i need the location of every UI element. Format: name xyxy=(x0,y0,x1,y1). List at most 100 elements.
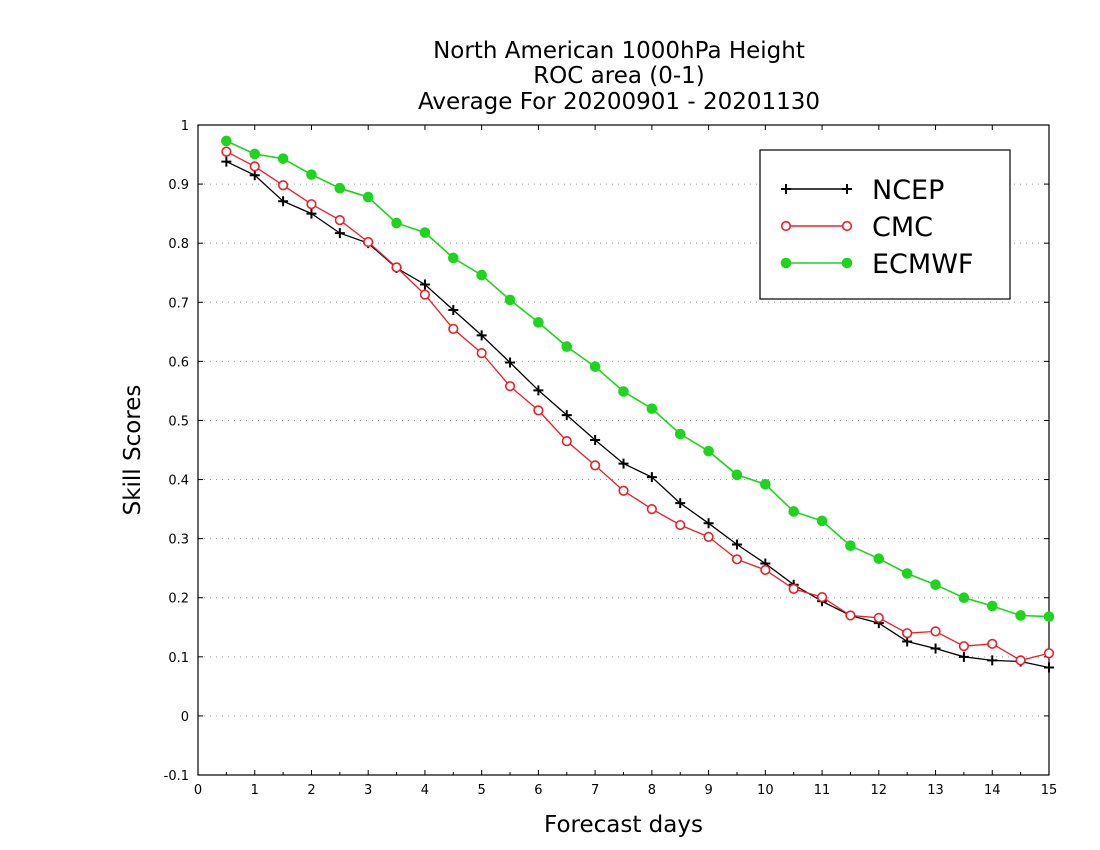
x-tick-label: 4 xyxy=(421,783,429,798)
x-axis: 0 1 2 3 4 5 6 7 8 9 10 11 12 13 14 15 xyxy=(194,125,1057,798)
data-point-ncep xyxy=(675,498,686,509)
data-point-ecmwf xyxy=(646,403,658,414)
data-point-ecmwf xyxy=(476,269,487,281)
data-point-cmc xyxy=(902,628,913,639)
data-point-ncep xyxy=(448,304,459,315)
x-tick-label: 10 xyxy=(757,783,774,798)
data-point-ecmwf xyxy=(873,553,885,565)
data-point-ncep xyxy=(1044,662,1054,673)
y-axis: -0.1 0 0.1 0.2 0.3 0.4 0.5 0.6 0.7 0.8 0.9 1 xyxy=(164,119,1049,784)
x-tick-label: 0 xyxy=(194,783,202,798)
data-point-cmc xyxy=(930,626,941,637)
data-point-cmc xyxy=(334,215,345,226)
data-point-cmc xyxy=(590,460,601,471)
x-tick-label: 12 xyxy=(871,783,888,798)
series-cmc xyxy=(221,146,1055,666)
data-point-cmc xyxy=(391,262,402,273)
legend-item-ecmwf: ECMWF xyxy=(780,249,973,280)
legend: NCEP CMC ECMWF xyxy=(759,149,1011,300)
chart-title-line: ROC area (0-1) xyxy=(533,63,705,89)
data-point-ecmwf xyxy=(1043,611,1055,622)
x-tick-label: 5 xyxy=(478,783,486,798)
x-tick-label: 14 xyxy=(984,783,1001,798)
data-point-cmc xyxy=(504,381,516,392)
data-point-ecmwf xyxy=(419,227,431,238)
data-point-cmc xyxy=(278,180,289,191)
y-tick-label: 0.7 xyxy=(168,296,189,311)
data-point-ncep xyxy=(476,330,487,341)
data-point-ecmwf xyxy=(703,445,714,457)
x-tick-label: 3 xyxy=(364,783,372,798)
y-tick-label: 0.5 xyxy=(168,414,189,429)
data-point-ecmwf xyxy=(589,361,601,372)
legend-item-ncep: NCEP xyxy=(781,175,944,206)
y-tick-label: 0.1 xyxy=(168,651,189,666)
y-axis-label: Skill Scores xyxy=(120,385,146,516)
data-point-cmc xyxy=(561,436,572,447)
x-tick-label: 6 xyxy=(534,783,542,798)
data-point-cmc xyxy=(419,289,431,300)
data-point-ecmwf xyxy=(561,341,573,352)
legend-label: ECMWF xyxy=(872,249,973,280)
data-point-ecmwf xyxy=(362,191,374,203)
legend-marker xyxy=(781,184,791,194)
data-point-ecmwf xyxy=(249,148,261,160)
data-point-ncep xyxy=(618,458,629,469)
data-point-cmc xyxy=(703,531,714,542)
x-tick-label: 15 xyxy=(1041,783,1058,798)
data-point-ncep xyxy=(731,539,742,550)
legend-marker xyxy=(841,220,853,232)
y-tick-label: 0.8 xyxy=(168,237,189,252)
data-point-cmc xyxy=(816,592,828,603)
data-point-ecmwf xyxy=(306,169,317,180)
data-point-ncep xyxy=(221,156,232,167)
y-tick-label: 0.9 xyxy=(168,178,189,193)
legend-marker xyxy=(780,220,792,232)
data-point-cmc xyxy=(646,503,657,515)
data-point-ncep xyxy=(533,385,544,396)
data-point-ecmwf xyxy=(674,428,686,440)
legend-marker xyxy=(780,257,792,269)
data-point-ecmwf xyxy=(533,317,544,328)
data-point-ncep xyxy=(249,170,260,181)
x-tick-label: 7 xyxy=(591,783,599,798)
chart-title-line: North American 1000hPa Height xyxy=(433,38,805,64)
y-tick-label: 0 xyxy=(181,710,189,725)
data-point-cmc xyxy=(675,519,686,531)
chart-title-line: Average For 20200901 - 20201130 xyxy=(418,89,820,115)
data-point-ecmwf xyxy=(504,294,516,306)
y-tick-label: 0.4 xyxy=(168,474,189,489)
legend-item-cmc: CMC xyxy=(780,212,933,243)
data-point-cmc xyxy=(987,638,998,649)
y-tick-label: 1 xyxy=(181,119,189,134)
data-point-ecmwf xyxy=(618,386,629,397)
data-point-cmc xyxy=(845,610,856,621)
data-point-ecmwf xyxy=(816,515,828,527)
x-tick-label: 2 xyxy=(307,783,315,798)
data-point-ecmwf xyxy=(221,135,232,147)
data-point-ncep xyxy=(958,651,969,662)
data-point-cmc xyxy=(249,161,260,172)
data-point-ncep xyxy=(646,472,657,483)
y-tick-label: 0.2 xyxy=(168,592,189,607)
data-point-cmc xyxy=(958,641,970,652)
data-point-ncep xyxy=(334,228,345,239)
data-point-ecmwf xyxy=(901,568,913,579)
data-point-cmc xyxy=(363,236,374,248)
data-point-cmc xyxy=(1015,655,1026,666)
data-point-ecmwf xyxy=(930,579,941,591)
x-axis-label: Forecast days xyxy=(544,812,703,838)
y-tick-label: -0.1 xyxy=(164,769,189,784)
data-point-cmc xyxy=(1043,648,1055,659)
x-tick-label: 9 xyxy=(704,783,712,798)
data-point-ecmwf xyxy=(986,600,998,612)
x-tick-label: 13 xyxy=(927,783,944,798)
legend-marker xyxy=(842,184,852,194)
legend-box xyxy=(759,149,1011,300)
data-point-cmc xyxy=(760,564,771,576)
x-tick-label: 11 xyxy=(814,783,831,798)
data-point-cmc xyxy=(221,146,232,157)
data-point-ecmwf xyxy=(1015,610,1026,621)
data-point-ncep xyxy=(590,434,601,445)
